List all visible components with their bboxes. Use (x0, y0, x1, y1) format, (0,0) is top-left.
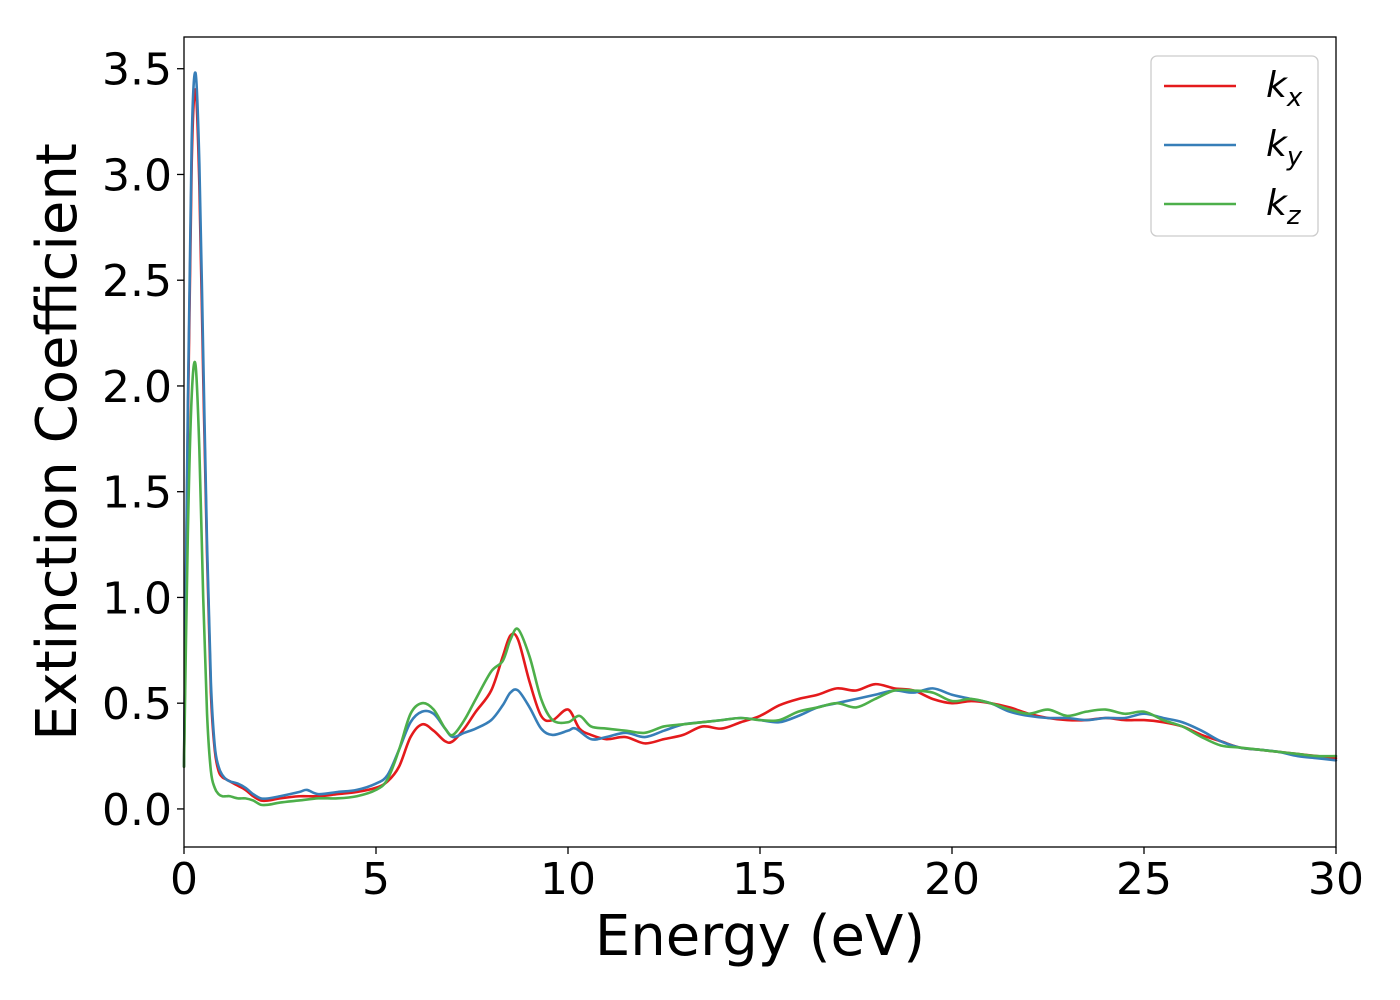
x-axis-title: Energy (eV) (595, 904, 925, 969)
y-tick-label: 1.5 (102, 468, 172, 519)
y-axis-ticks: 0.0 0.5 1.0 1.5 2.0 2.5 3.0 3.5 (102, 45, 184, 836)
y-tick-label: 3.5 (102, 45, 172, 96)
y-tick-label: 0.0 (102, 785, 172, 836)
y-tick-label: 2.5 (102, 256, 172, 307)
y-tick-label: 3.0 (102, 150, 172, 201)
legend-label-kx: kx (1266, 65, 1303, 113)
legend-items: kx ky kz (1164, 65, 1303, 231)
legend-label-kz: kz (1266, 183, 1302, 231)
x-tick-label: 20 (924, 854, 980, 905)
series-layer (182, 71, 1338, 807)
x-tick-label: 25 (1116, 854, 1172, 905)
x-tick-label: 30 (1308, 854, 1364, 905)
y-axis-title: Extinction Coefficient (25, 143, 90, 741)
x-tick-label: 10 (540, 854, 596, 905)
series-line-ky (182, 71, 1338, 801)
y-tick-label: 0.5 (102, 679, 172, 730)
x-tick-label: 5 (362, 854, 390, 905)
x-axis-ticks: 0 5 10 15 20 25 30 (170, 847, 1364, 905)
series-line-kz (182, 360, 1338, 807)
x-tick-label: 0 (170, 854, 198, 905)
legend: kx ky kz (1150, 55, 1319, 237)
y-tick-label: 2.0 (102, 362, 172, 413)
legend-label-ky: ky (1266, 124, 1303, 172)
x-tick-label: 15 (732, 854, 788, 905)
y-tick-label: 1.0 (102, 573, 172, 624)
